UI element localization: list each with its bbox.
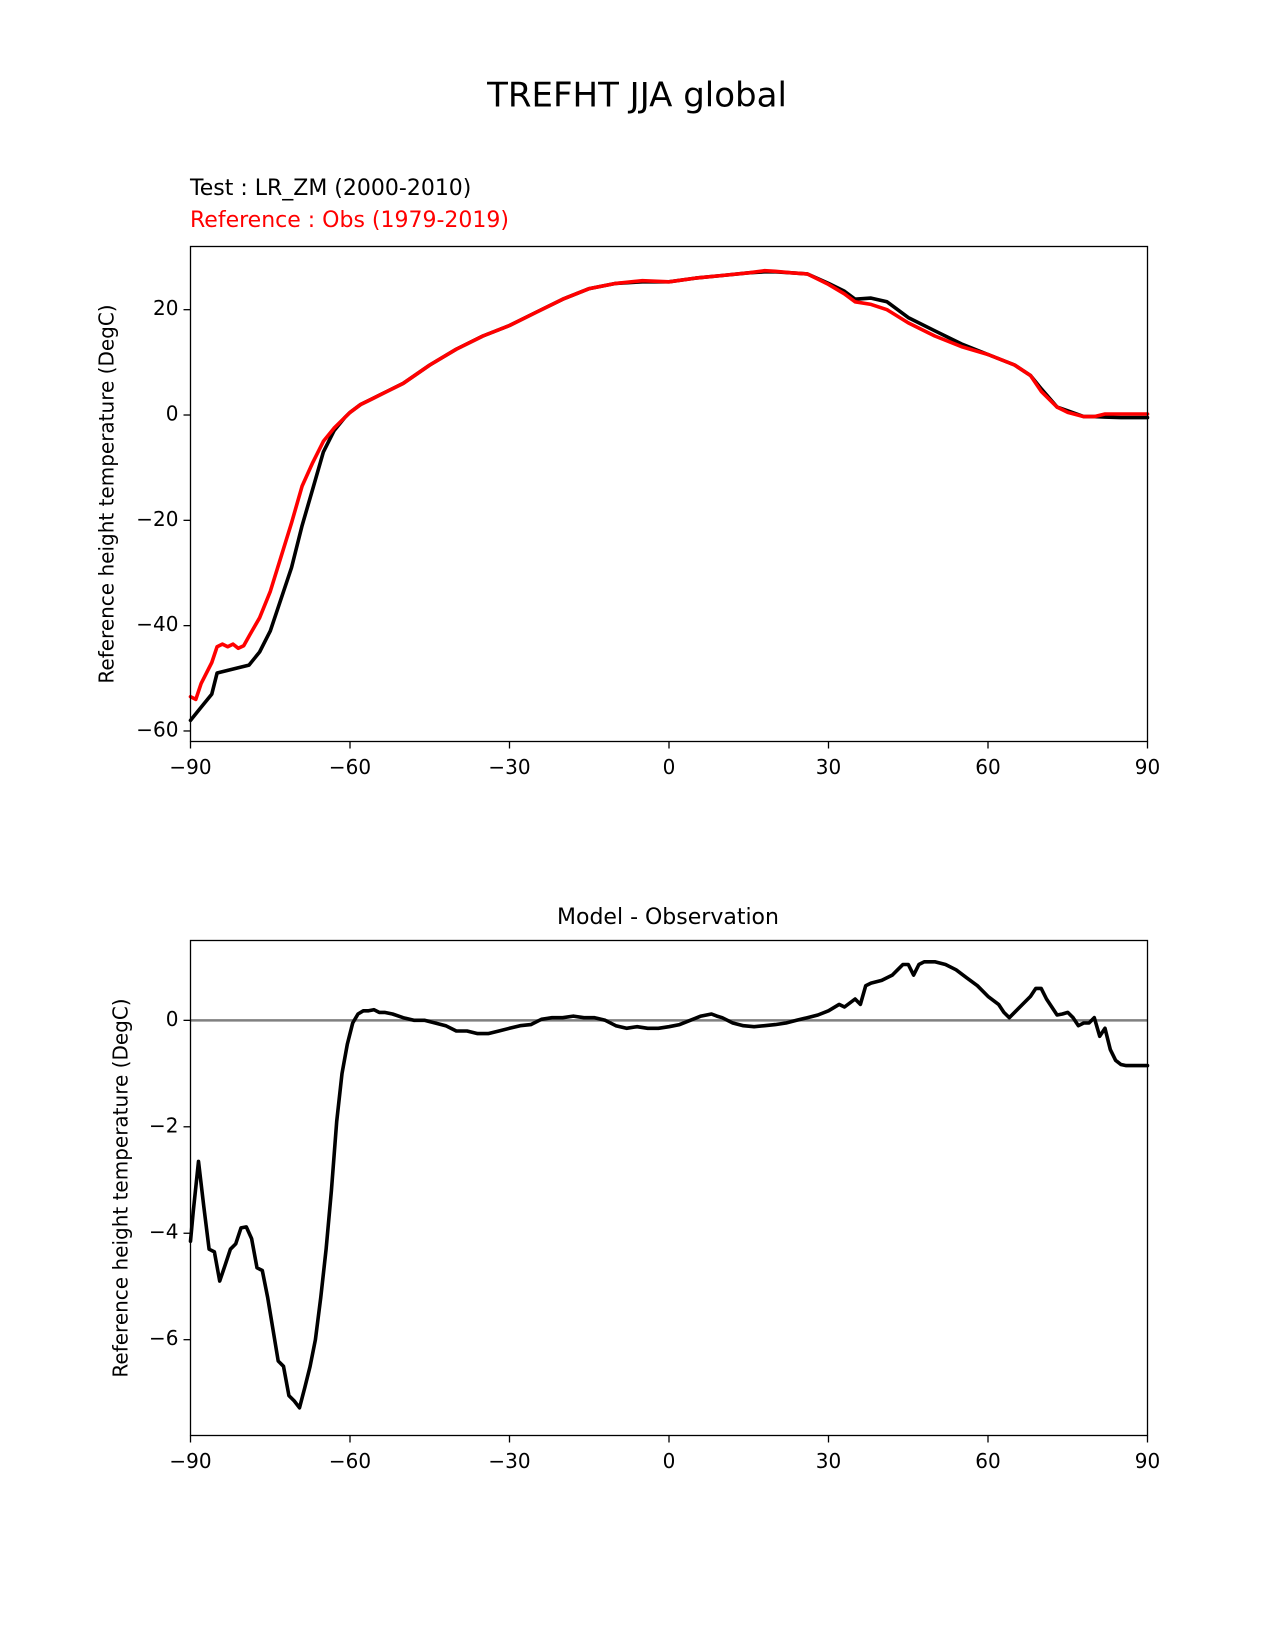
bottom-y-tick-label: −6	[149, 1326, 178, 1350]
bottom-x-tick-label: −90	[169, 1449, 211, 1473]
top-y-axis: −60 −40 −20 0 20	[136, 296, 191, 741]
bottom-y-tick-label: −2	[149, 1113, 178, 1137]
figure-suptitle: TREFHT JJA global	[486, 76, 787, 116]
top-x-tick-label: −90	[169, 755, 211, 779]
bottom-series-group	[188, 959, 1150, 1410]
top-y-tick-label: −40	[136, 612, 178, 636]
top-y-tick-label: −60	[136, 717, 178, 741]
top-x-tick-label: 0	[663, 755, 676, 779]
top-plot: Test : LR_ZM (2000-2010) Reference : Obs…	[95, 176, 1161, 779]
top-x-tick-label: −30	[488, 755, 530, 779]
top-y-axis-label: Reference height temperature (DegC)	[95, 304, 119, 683]
bottom-x-axis: −90 −60 −30 0 30 60 90	[169, 1435, 1160, 1473]
bottom-y-axis: −6 −4 −2 0	[149, 1007, 191, 1350]
test-label: Test : LR_ZM (2000-2010)	[189, 176, 471, 201]
bottom-series-line-0	[188, 959, 1150, 1410]
top-series-group	[188, 268, 1150, 723]
bottom-x-tick-label: −60	[329, 1449, 371, 1473]
top-x-axis: −90 −60 −30 0 30 60 90	[169, 741, 1160, 779]
bottom-x-tick-label: 90	[1135, 1449, 1160, 1473]
top-x-tick-label: 90	[1135, 755, 1160, 779]
reference-label: Reference : Obs (1979-2019)	[190, 208, 509, 233]
bottom-y-tick-label: 0	[166, 1007, 179, 1031]
bottom-plot-title: Model - Observation	[557, 905, 779, 930]
bottom-y-tick-label: −4	[149, 1220, 178, 1244]
top-series-line-1	[188, 268, 1150, 702]
bottom-y-axis-label: Reference height temperature (DegC)	[109, 998, 133, 1377]
top-y-tick-label: 20	[153, 296, 178, 320]
bottom-x-tick-label: 0	[663, 1449, 676, 1473]
top-x-tick-label: 60	[975, 755, 1000, 779]
top-x-tick-label: 30	[816, 755, 841, 779]
top-x-tick-label: −60	[329, 755, 371, 779]
bottom-x-tick-label: 60	[975, 1449, 1000, 1473]
bottom-x-tick-label: −30	[488, 1449, 530, 1473]
top-y-tick-label: −20	[136, 507, 178, 531]
bottom-plot: Model - Observation −90 −60 −30 0 30 60 90 −6−…	[109, 905, 1161, 1473]
top-y-tick-label: 0	[166, 402, 179, 426]
bottom-x-tick-label: 30	[816, 1449, 841, 1473]
